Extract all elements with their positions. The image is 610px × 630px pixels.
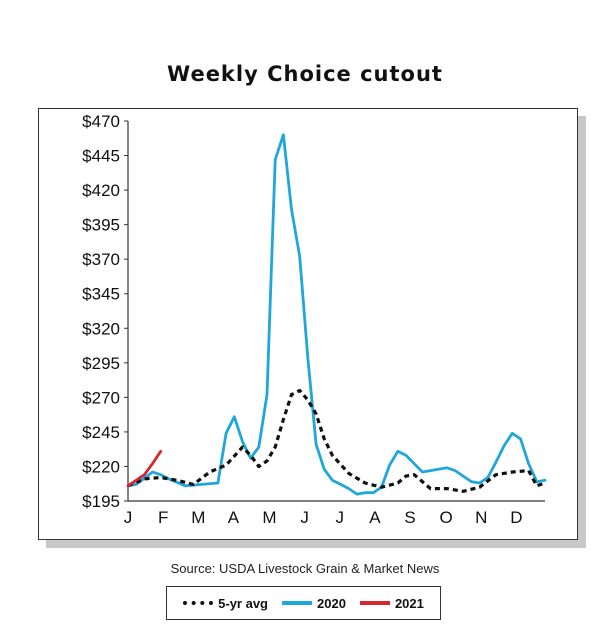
legend-swatch-2020	[282, 601, 313, 605]
legend-item-2021: 2021	[359, 595, 424, 611]
legend: 5-yr avg 2020 2021	[166, 586, 441, 620]
legend-label-2021: 2021	[394, 595, 424, 611]
x-tick-label: O	[439, 508, 452, 527]
y-tick-label: $320	[82, 319, 120, 338]
series-line-2020	[126, 133, 547, 496]
x-tick-label: A	[228, 508, 240, 527]
series-line-2021	[126, 449, 163, 488]
y-tick-label: $270	[82, 388, 120, 407]
legend-swatch-5yr-avg	[183, 601, 214, 605]
x-tick-label: D	[510, 508, 522, 527]
source-note: Source: USDA Livestock Grain & Market Ne…	[170, 561, 440, 576]
x-tick-label: J	[300, 508, 309, 527]
x-tick-label: F	[158, 508, 168, 527]
y-tick-label: $370	[82, 250, 120, 269]
y-tick-label: $295	[82, 354, 120, 373]
y-tick-label: $445	[82, 147, 120, 166]
x-tick-label: M	[191, 508, 205, 527]
y-tick-label: $420	[82, 181, 120, 200]
y-tick-label: $220	[82, 457, 120, 476]
series-layer	[126, 133, 547, 496]
legend-item-2020: 2020	[282, 596, 346, 611]
legend-item-5yr-avg: 5-yr avg	[183, 596, 268, 611]
x-tick-label: N	[475, 508, 487, 527]
y-axis: $470 $445 $420 $395 $370 $345 $320 $295 $270 $245…	[82, 112, 129, 511]
legend-label-2020: 2020	[317, 595, 346, 611]
y-tick-label: $245	[82, 423, 120, 442]
series-line-5-yr-avg	[127, 388, 546, 493]
y-tick-label: $470	[82, 112, 120, 131]
chart-svg: $470 $445 $420 $395 $370 $345 $320 $295 $270 $245…	[82, 112, 547, 527]
y-tick-label: $395	[82, 216, 120, 235]
x-tick-label: J	[124, 508, 133, 527]
y-tick-label: $345	[82, 285, 120, 304]
x-tick-label: A	[369, 508, 381, 527]
y-tick-label: $195	[82, 492, 120, 511]
chart-title: Weekly Choice cutout	[167, 62, 443, 86]
legend-label-5yr-avg: 5-yr avg	[218, 595, 269, 611]
x-tick-label: J	[336, 508, 345, 527]
x-tick-label: S	[404, 508, 415, 527]
x-tick-label: M	[262, 508, 276, 527]
legend-swatch-2021	[359, 601, 390, 605]
